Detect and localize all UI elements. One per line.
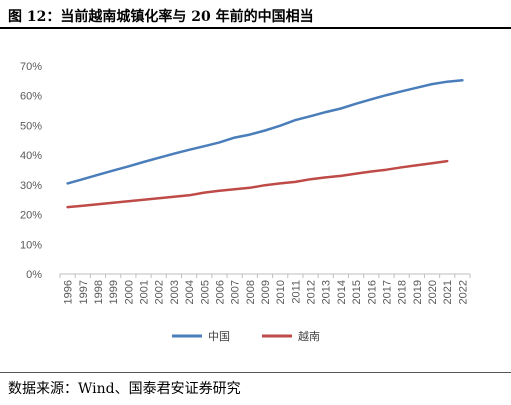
x-tick-label: 2021 bbox=[442, 280, 454, 304]
x-tick-label: 2005 bbox=[199, 280, 211, 304]
y-tick-label: 10% bbox=[20, 239, 42, 251]
y-tick-label: 20% bbox=[20, 210, 42, 222]
x-tick-label: 2019 bbox=[412, 280, 424, 304]
x-tick-label: 2009 bbox=[260, 280, 272, 304]
y-tick-label: 50% bbox=[20, 120, 42, 132]
y-tick-label: 0% bbox=[26, 269, 42, 281]
x-tick-label: 2001 bbox=[139, 280, 151, 304]
x-tick-label: 2013 bbox=[321, 280, 333, 304]
y-tick-label: 40% bbox=[20, 150, 42, 162]
x-tick-label: 2020 bbox=[427, 280, 439, 304]
y-axis: 0% 10% 20% 30% 40% 50% 60% 70% bbox=[20, 61, 42, 281]
x-tick-label: 2006 bbox=[214, 280, 226, 304]
source-divider bbox=[0, 372, 511, 373]
x-tick-label: 2016 bbox=[366, 280, 378, 304]
series-line-1 bbox=[66, 159, 449, 209]
x-tick-label: 2014 bbox=[336, 280, 348, 304]
x-tick-label: 2008 bbox=[245, 280, 257, 304]
title-divider bbox=[0, 27, 511, 29]
x-tick-label: 2022 bbox=[457, 280, 469, 304]
x-tick-label: 2007 bbox=[230, 280, 242, 304]
x-tick-label: 2010 bbox=[275, 280, 287, 304]
legend-label: 越南 bbox=[298, 329, 320, 343]
x-tick-label: 1996 bbox=[63, 280, 75, 304]
y-tick-label: 60% bbox=[20, 91, 42, 103]
x-tick-label: 2011 bbox=[290, 280, 302, 304]
y-tick-label: 70% bbox=[20, 61, 42, 73]
x-tick-label: 2017 bbox=[381, 280, 393, 304]
x-tick-label: 2018 bbox=[397, 280, 409, 304]
x-tick-label: 1998 bbox=[93, 280, 105, 304]
x-tick-label: 1999 bbox=[108, 280, 120, 304]
x-tick-label: 1997 bbox=[78, 280, 90, 304]
x-tick-label: 2002 bbox=[154, 280, 166, 304]
x-tick-label: 2003 bbox=[169, 280, 181, 304]
x-tick-label: 2004 bbox=[184, 280, 196, 304]
x-axis: 1996 1997 1998 1999 2000 2001 2002 2003 2004 2005… bbox=[59, 273, 471, 304]
legend-label: 中国 bbox=[208, 330, 230, 343]
legend: 中国 越南 bbox=[172, 329, 320, 343]
line-chart: 0% 10% 20% 30% 40% 50% 60% 70% 1996 1997 1998 1999… bbox=[20, 61, 471, 343]
y-tick-label: 30% bbox=[20, 180, 42, 192]
chart-title: 图 12：当前越南城镇化率与 20 年前的中国相当 bbox=[8, 9, 314, 25]
x-tick-label: 2012 bbox=[306, 280, 318, 304]
series-layer bbox=[66, 79, 464, 209]
x-tick-label: 2000 bbox=[123, 280, 135, 304]
x-tick-label: 2015 bbox=[351, 280, 363, 304]
series-line-0 bbox=[66, 79, 464, 185]
source-note: 数据来源：Wind、国泰君安证券研究 bbox=[8, 381, 241, 397]
